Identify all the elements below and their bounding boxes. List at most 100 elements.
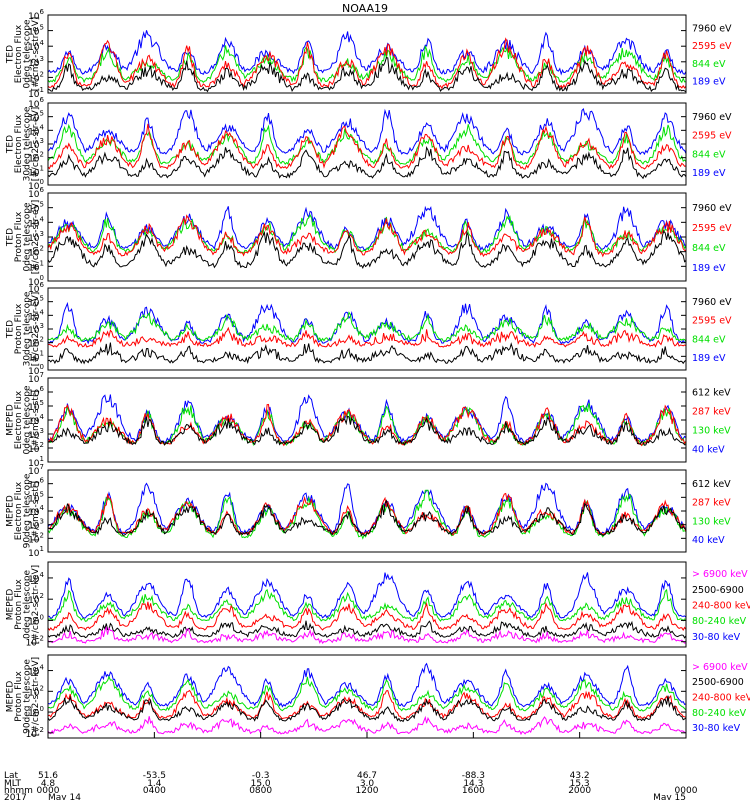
panel-3-ylabel-line-3: 0deg telescope [23,202,33,272]
panel-1-ylabel-line-3: 0deg telescope [23,19,33,89]
panel-1-legend-1: 7960 eV [692,23,732,34]
panel-2-ytick-label-0: 100 [28,178,44,192]
panel-4-ytick-label-4: 104 [28,308,44,322]
panel-4-ylabel-line-3: 30deg telescope [23,291,33,366]
panel-1-ytick-label-0: 101 [28,86,44,100]
xaxis-col-1-row-2: 0400 [143,786,166,796]
xaxis-col-3-row-1: 3.0 [360,779,375,789]
panel-7-ytick-label-2: 102 [28,592,44,606]
panel-5-ylabel-line-3: 0deg telescope [23,385,33,455]
panel-3-series-4 [48,230,686,269]
panel-5-legend-4: 40 keV [692,445,725,456]
panel-7-series-5 [48,626,686,645]
panel-6-ytick-label-0: 101 [28,545,44,559]
xaxis-col-6-row-3: May 15 [653,793,686,800]
panel-6-ytick-label-3: 104 [28,504,44,518]
panel-7-ylabel-line-4: [#/cm2-s-str-keV] [31,565,41,644]
panel-5-ytick-label-1: 102 [28,441,44,455]
xaxis-col-3-row-0: 46.7 [357,771,377,781]
panel-6-ytick-label-1: 102 [28,531,44,545]
panel-5-ytick-label-2: 103 [28,427,44,441]
xaxis-col-5-row-2: 2000 [568,786,591,796]
panel-2-ytick-label-3: 103 [28,137,44,151]
panel-6-legend-1: 612 keV [692,479,731,490]
panel-3-ytick-label-2: 102 [28,245,44,259]
xaxis-col-2-row-0: -0.3 [252,771,270,781]
panel-3-legend-2: 2595 eV [692,223,732,234]
panel-3-ytick-label-3: 103 [28,230,44,244]
panel-3-ytick-label-4: 104 [28,215,44,229]
panel-7-series-2 [48,588,686,622]
xaxis-col-2-row-2: 0800 [249,786,272,796]
panel-4-series-1 [48,301,686,345]
panel-7-series-3 [48,601,686,631]
panel-4-ylabel-line-4: [#/cm2-s-str-eV] [31,292,41,367]
panel-3-series-3 [48,214,686,258]
panel-5-legend-2: 287 keV [692,406,731,417]
panel-4-ytick-label-5: 105 [28,295,44,309]
panel-5-traces [48,394,686,447]
panel-8-legend-1: > 6900 keV [692,662,748,673]
panel-8-ytick-label-1: 100 [28,705,44,719]
panel-1-frame [47,14,687,94]
panel-6-legend-3: 130 keV [692,516,731,527]
panel-1-legend-3: 844 eV [692,59,726,70]
panel-3-ytick-label-0: 100 [28,274,44,288]
panel-1-ylabel-line-2: Electron Flux [14,24,24,83]
panel-7-series-4 [48,620,686,639]
xaxis-row-label-mlt: MLT [4,779,22,789]
figure-title: NOAA19 [342,2,388,15]
panel-2-ylabel-line-3: 30deg telescope [23,106,33,181]
panel-1-series-1 [48,30,686,76]
xaxis-row-label-lat: Lat [4,771,19,781]
panel-4-ylabel-line-2: Proton Flux [14,303,24,354]
panel-5-series-3 [48,403,686,447]
panel-5-ytick-label-3: 104 [28,413,44,427]
panel-3-legend-3: 844 eV [692,243,726,254]
panel-4-ytick-label-0: 100 [28,363,44,377]
panel-7-ytick-label-0: 10-2 [26,635,44,649]
panel-4-legend-4: 189 eV [692,353,726,364]
panel-8-series-4 [48,695,686,723]
panel-7-legend-3: 240-800 keV [692,601,750,612]
panel-1-series-4 [48,57,686,93]
panel-7-legend-5: 30-80 keV [692,632,741,643]
panel-7-series-1 [48,572,686,620]
xaxis-col-3-row-2: 1200 [356,786,379,796]
panel-7-legend-2: 2500-6900 [692,585,744,596]
panel-2-ylabel-line-2: Electron Flux [14,114,24,173]
xaxis-col-0-row-3: May 14 [48,793,81,800]
panel-4-legend-2: 2595 eV [692,316,732,327]
panel-6-legend-2: 287 keV [692,498,731,509]
xaxis-col-5-row-0: 43.2 [570,771,590,781]
panel-8-series-2 [48,675,686,712]
panel-8-legend-5: 30-80 keV [692,723,741,734]
panel-3-ytick-label-5: 105 [28,201,44,215]
panel-4-legend-3: 844 eV [692,334,726,345]
panel-7-ylabel-line-3: 0deg telescope [23,570,33,640]
panel-1-series-3 [48,37,686,90]
panel-2-series-4 [48,145,686,180]
panel-6-ylabel-line-4: [#/cm2-s-str] [31,481,41,541]
panel-8-ytick-label-3: 104 [28,664,44,678]
panel-5-legend-1: 612 keV [692,387,731,398]
panel-6-ytick-label-4: 105 [28,490,44,504]
panel-3-ytick-label-1: 101 [28,259,44,273]
xaxis-col-0-row-1: 4.8 [41,779,56,789]
panel-8-series-1 [48,662,686,708]
panel-6-series-4 [48,499,686,537]
panel-7-frame [47,561,687,648]
panel-1-ytick-label-4: 105 [28,24,44,38]
panel-4-ytick-label-1: 101 [28,349,44,363]
panel-6-ytick-label-5: 106 [28,477,44,491]
panel-2-ytick-label-5: 105 [28,110,44,124]
panel-1-ytick-label-2: 103 [28,55,44,69]
panel-7-legend-1: > 6900 keV [692,569,748,580]
